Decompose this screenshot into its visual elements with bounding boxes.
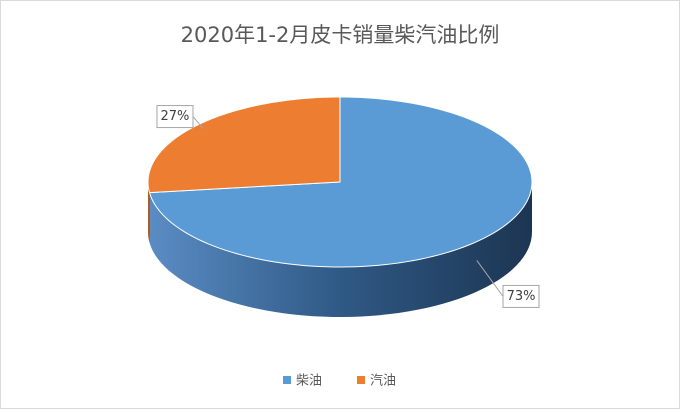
label-box	[156, 105, 194, 129]
legend: 柴油 汽油	[283, 374, 396, 389]
chart-title: 2020年1-2月皮卡销量柴汽油比例	[181, 23, 500, 47]
leader-line	[476, 260, 504, 297]
leader-line	[192, 116, 204, 129]
legend-swatch	[283, 376, 291, 384]
pie-sides	[148, 182, 532, 317]
data-label: 73%	[507, 289, 536, 304]
pie-side	[149, 182, 532, 317]
pie-side	[148, 182, 150, 243]
data-label: 27%	[161, 109, 190, 124]
legend-label: 柴油	[296, 374, 322, 389]
pie-slice	[148, 96, 533, 268]
pie-tops	[147, 96, 533, 268]
pie-slice	[147, 96, 341, 194]
label-box	[502, 284, 540, 308]
legend-label: 汽油	[370, 374, 396, 389]
data-labels: 73% 27%	[156, 105, 540, 308]
legend-swatch	[357, 376, 365, 384]
